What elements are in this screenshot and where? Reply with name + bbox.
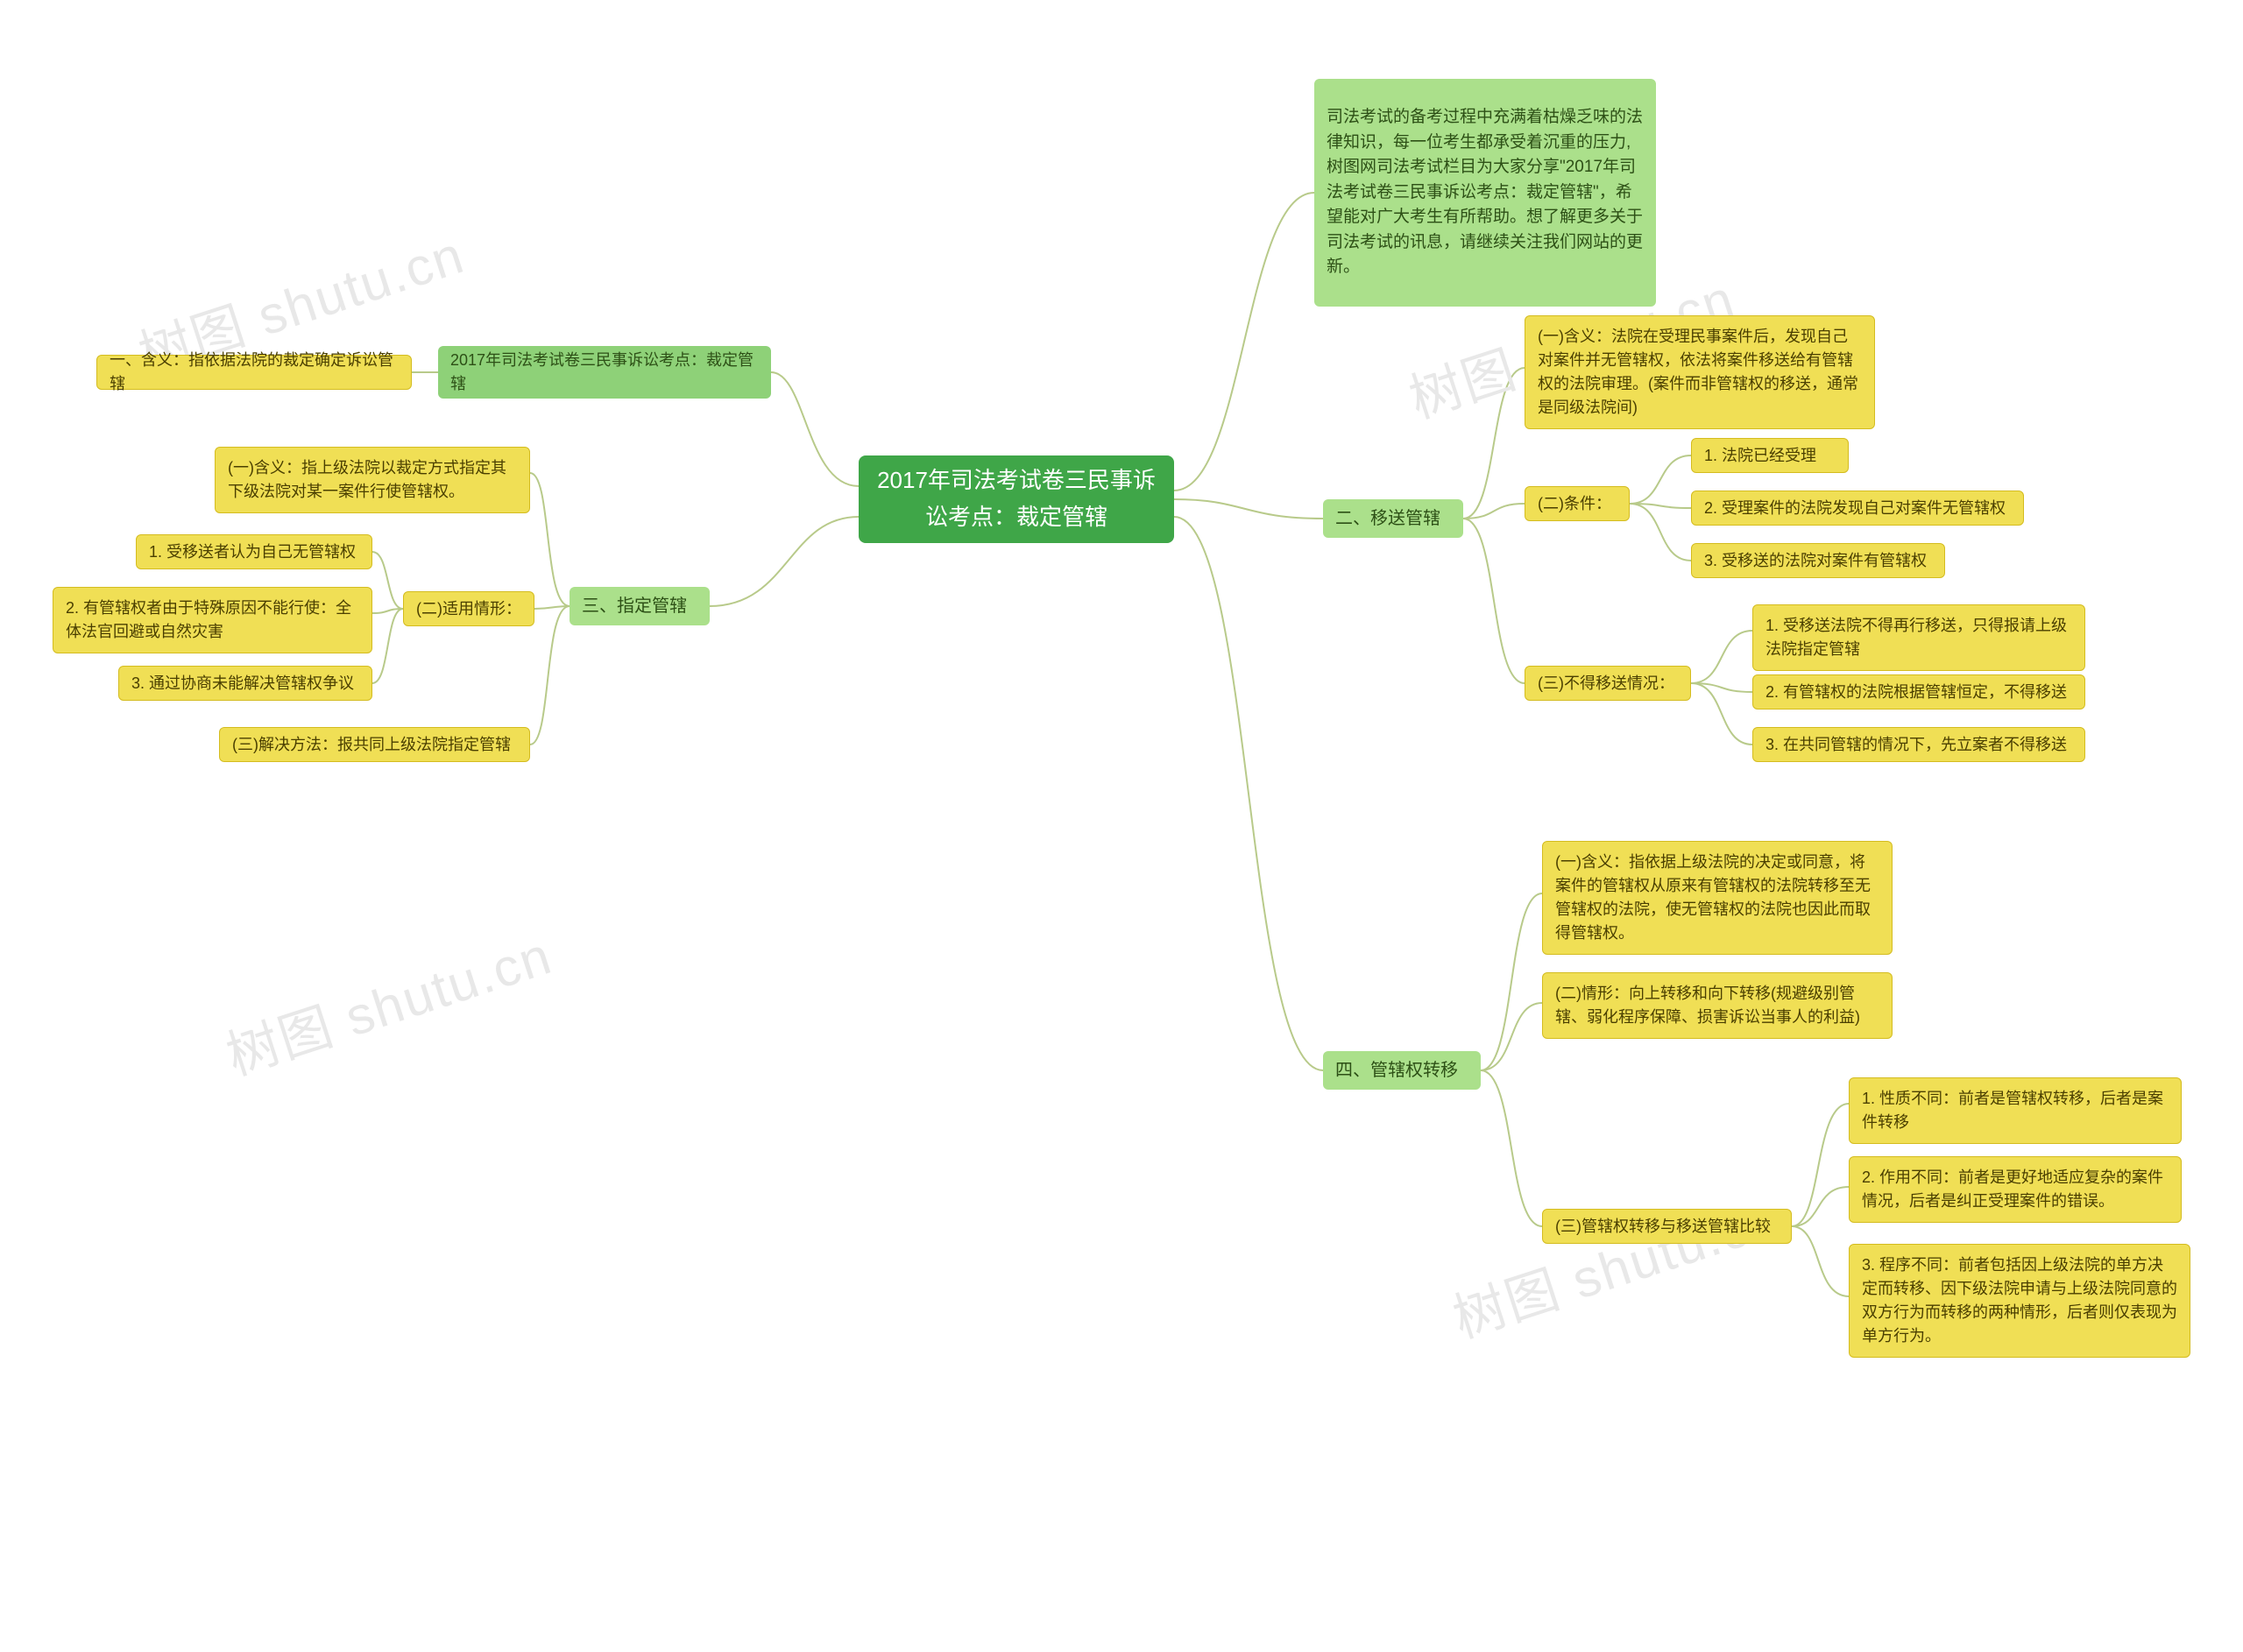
sec3-a[interactable]: (一)含义：指上级法院以裁定方式指定其下级法院对某一案件行使管辖权。 [215,447,530,513]
sec3-b1[interactable]: 1. 受移送者认为自己无管辖权 [136,534,372,569]
sec1-title[interactable]: 2017年司法考试卷三民事诉讼考点：裁定管辖 [438,346,771,399]
watermark: 树图 shutu.cn [216,914,561,1091]
intro-node[interactable]: 司法考试的备考过程中充满着枯燥乏味的法律知识，每一位考生都承受着沉重的压力,树图… [1314,79,1656,307]
sec2-a[interactable]: (一)含义：法院在受理民事案件后，发现自己对案件并无管辖权，依法将案件移送给有管… [1525,315,1875,429]
sec4-a[interactable]: (一)含义：指依据上级法院的决定或同意，将案件的管辖权从原来有管辖权的法院转移至… [1542,841,1893,955]
sec3-b3[interactable]: 3. 通过协商未能解决管辖权争议 [118,666,372,701]
sec2-b1[interactable]: 1. 法院已经受理 [1691,438,1849,473]
sec4-b[interactable]: (二)情形：向上转移和向下转移(规避级别管辖、弱化程序保障、损害诉讼当事人的利益… [1542,972,1893,1039]
sec2-b[interactable]: (二)条件： [1525,486,1630,521]
sec1-a[interactable]: 一、含义：指依据法院的裁定确定诉讼管辖 [96,355,412,390]
sec2-c2[interactable]: 2. 有管辖权的法院根据管辖恒定，不得移送 [1752,674,2085,710]
sec2-b2[interactable]: 2. 受理案件的法院发现自己对案件无管辖权 [1691,491,2024,526]
sec4-c2[interactable]: 2. 作用不同：前者是更好地适应复杂的案件情况，后者是纠正受理案件的错误。 [1849,1156,2182,1223]
connector-layer [0,0,2243,1652]
sec4-c3[interactable]: 3. 程序不同：前者包括因上级法院的单方决定而转移、因下级法院申请与上级法院同意… [1849,1244,2190,1358]
sec3-title[interactable]: 三、指定管辖 [570,587,710,625]
sec3-b2[interactable]: 2. 有管辖权者由于特殊原因不能行使：全体法官回避或自然灾害 [53,587,372,653]
sec3-c[interactable]: (三)解决方法：报共同上级法院指定管辖 [219,727,530,762]
root-node[interactable]: 2017年司法考试卷三民事诉讼考点：裁定管辖 [859,455,1174,543]
sec2-c1[interactable]: 1. 受移送法院不得再行移送，只得报请上级法院指定管辖 [1752,604,2085,671]
sec2-c[interactable]: (三)不得移送情况： [1525,666,1691,701]
sec2-title[interactable]: 二、移送管辖 [1323,499,1463,538]
sec4-title[interactable]: 四、管辖权转移 [1323,1051,1481,1090]
watermark: 树图 shutu.cn [1442,1176,1787,1353]
sec2-c3[interactable]: 3. 在共同管辖的情况下，先立案者不得移送 [1752,727,2085,762]
sec4-c[interactable]: (三)管辖权转移与移送管辖比较 [1542,1209,1792,1244]
sec2-b3[interactable]: 3. 受移送的法院对案件有管辖权 [1691,543,1945,578]
sec3-b[interactable]: (二)适用情形： [403,591,534,626]
sec4-c1[interactable]: 1. 性质不同：前者是管辖权转移，后者是案件转移 [1849,1077,2182,1144]
